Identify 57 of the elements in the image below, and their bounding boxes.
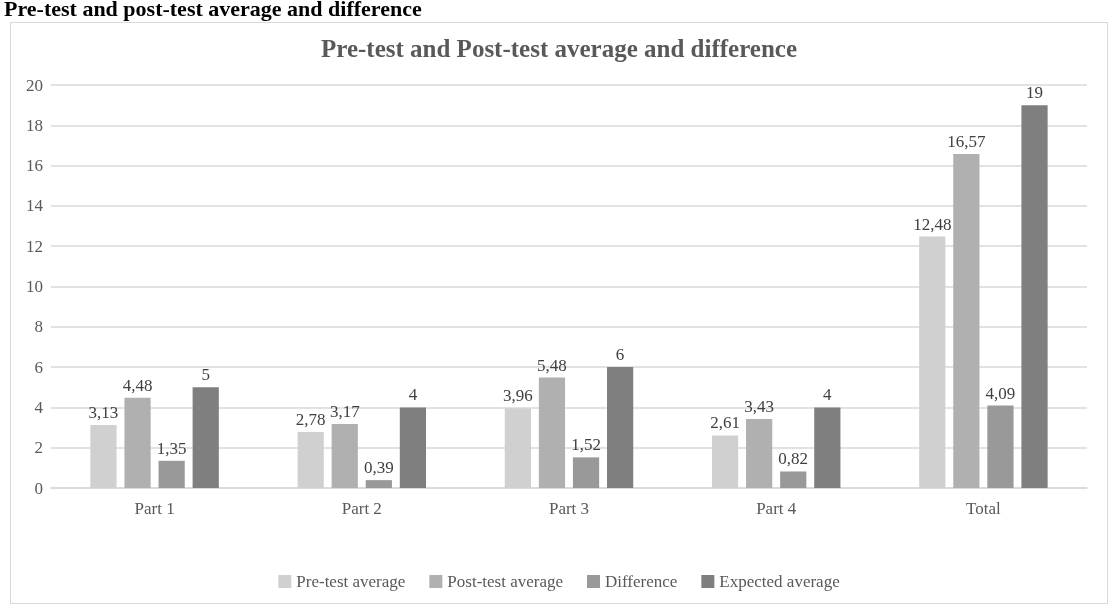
bar — [814, 407, 841, 488]
bar — [780, 471, 807, 488]
y-tick-label: 14 — [26, 196, 44, 216]
y-tick-label: 12 — [26, 236, 43, 256]
y-tick-label: 0 — [34, 478, 43, 498]
y-tick-label: 4 — [34, 397, 44, 417]
bar — [987, 405, 1014, 488]
bar — [572, 457, 600, 488]
bar — [953, 154, 980, 488]
legend-label: Expected average — [719, 572, 840, 591]
data-label: 1,52 — [571, 435, 601, 455]
bar — [607, 367, 634, 488]
data-label: 5 — [201, 365, 210, 385]
data-label: 5,48 — [537, 355, 567, 375]
data-label: 1,35 — [156, 438, 187, 458]
data-label: 6 — [615, 345, 625, 365]
chart-title: Pre-test and Post-test average and difference — [320, 35, 798, 62]
data-label: 12,48 — [913, 214, 952, 234]
data-label: 4 — [823, 385, 833, 405]
legend-label: Difference — [604, 572, 678, 591]
y-tick-label: 6 — [34, 357, 43, 377]
x-tick-label: Part 3 — [548, 499, 590, 518]
y-tick-label: 18 — [26, 115, 43, 135]
bar — [399, 407, 427, 488]
x-tick-label: Part 2 — [341, 499, 382, 518]
data-label: 4 — [408, 385, 418, 405]
data-label: 0,82 — [778, 449, 809, 469]
y-tick-label: 20 — [26, 75, 43, 95]
data-label: 3,96 — [503, 386, 533, 406]
bar — [192, 387, 219, 488]
bar — [365, 480, 392, 488]
data-label: 3,17 — [329, 402, 361, 422]
data-label: 3,13 — [88, 402, 119, 422]
data-label: 0,39 — [363, 458, 394, 478]
text: Pre-test and post-test average and difference — [4, 0, 422, 22]
x-tick-label: Part 1 — [134, 499, 175, 518]
bar — [746, 418, 773, 488]
y-tick-label: 16 — [26, 156, 43, 176]
data-label: 16,57 — [947, 132, 986, 152]
bar — [124, 397, 151, 488]
bar — [538, 377, 566, 488]
data-label: 2,78 — [295, 409, 326, 429]
x-tick-label: Part 4 — [756, 499, 797, 518]
y-tick-label: 8 — [34, 317, 43, 337]
data-label: 2,61 — [710, 413, 740, 433]
data-label: 19 — [1026, 83, 1044, 103]
data-label: 4,09 — [985, 383, 1016, 403]
bar — [158, 460, 185, 488]
x-tick-label: Total — [966, 499, 1002, 518]
data-label: 4,48 — [122, 375, 153, 395]
legend-label: Post-test average — [447, 572, 563, 591]
legend-label: Pre-test average — [296, 572, 406, 591]
y-tick-label: 10 — [26, 277, 43, 296]
bar — [1021, 105, 1048, 488]
y-tick-label: 2 — [34, 438, 43, 458]
bar — [331, 424, 358, 488]
data-label: 3,43 — [744, 396, 775, 416]
